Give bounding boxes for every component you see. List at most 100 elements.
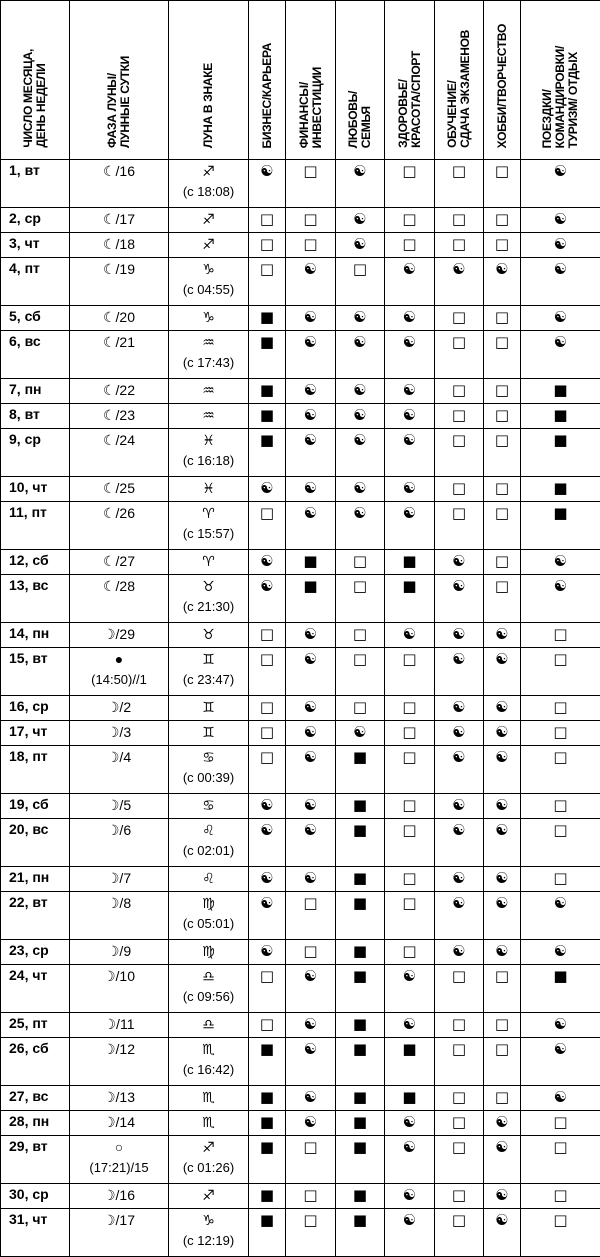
mark-business: ■ [249, 1209, 286, 1257]
mark-hobby: □ [484, 1013, 521, 1038]
zodiac-sign-icon: ♍︎ [169, 892, 248, 914]
mark-travel: ☯ [521, 233, 600, 258]
header-label: ФАЗА ЛУНЫ/ ЛУННЫЕ СУТКИ [106, 56, 132, 148]
mark-business: ■ [249, 306, 286, 331]
sign-entry-time: (с 00:39) [169, 768, 248, 788]
empty-square-icon: □ [553, 869, 567, 887]
mark-education: □ [435, 1184, 484, 1209]
empty-square-icon: □ [495, 406, 509, 424]
mark-hobby: ☯ [484, 867, 521, 892]
sign-entry-time: (с 05:01) [169, 914, 248, 934]
yin-yang-icon: ☯ [452, 869, 465, 887]
yin-yang-icon: ☯ [403, 308, 416, 326]
moon-sign-cell: ♒︎ [169, 379, 249, 404]
mark-love: □ [336, 550, 385, 575]
moon-phase-icon: ☾/23 [70, 404, 168, 426]
moon-phase-icon: ☽/10 [70, 965, 168, 987]
mark-hobby: ☯ [484, 940, 521, 965]
mark-health: ☯ [385, 379, 435, 404]
moon-sign-cell: ♉︎ [169, 623, 249, 648]
table-row: 20, вс☽/6♌︎(с 02:01)☯☯■□☯☯□ [1, 819, 600, 867]
empty-square-icon: □ [452, 1113, 466, 1131]
header-day: ЧИСЛО МЕСЯЦА, ДЕНЬ НЕДЕЛИ [1, 1, 70, 160]
zodiac-sign-icon: ♌︎ [169, 867, 248, 889]
day-cell: 17, чт [1, 721, 70, 746]
mark-health: ■ [385, 1038, 435, 1086]
mark-education: □ [435, 379, 484, 404]
filled-square-icon: ■ [260, 1138, 274, 1156]
mark-health: □ [385, 892, 435, 940]
empty-square-icon: □ [303, 894, 317, 912]
mark-education: ☯ [435, 746, 484, 794]
mark-hobby: □ [484, 502, 521, 550]
mark-love: □ [336, 648, 385, 696]
mark-health: ☯ [385, 306, 435, 331]
mark-finance: ☯ [286, 379, 336, 404]
empty-square-icon: □ [553, 796, 567, 814]
yin-yang-icon: ☯ [260, 796, 273, 814]
moon-sign-cell: ♐︎ [169, 233, 249, 258]
moon-phase-cell: ☾/22 [70, 379, 169, 404]
mark-education: ☯ [435, 867, 484, 892]
moon-sign-cell: ♌︎ [169, 867, 249, 892]
mark-hobby: □ [484, 575, 521, 623]
yin-yang-icon: ☯ [304, 698, 317, 716]
day-cell: 10, чт [1, 477, 70, 502]
empty-square-icon: □ [495, 1015, 509, 1033]
moon-phase-cell: ☽/17 [70, 1209, 169, 1257]
empty-square-icon: □ [452, 333, 466, 351]
yin-yang-icon: ☯ [495, 821, 508, 839]
empty-square-icon: □ [553, 748, 567, 766]
moon-phase-cell: ☾/26 [70, 502, 169, 550]
moon-sign-cell: ♐︎(с 18:08) [169, 160, 249, 208]
empty-square-icon: □ [553, 1113, 567, 1131]
header-label: ФИНАНСЫ/ ИНВЕСТИЦИИ [298, 67, 324, 148]
empty-square-icon: □ [452, 308, 466, 326]
mark-education: □ [435, 208, 484, 233]
mark-travel: ☯ [521, 892, 600, 940]
yin-yang-icon: ☯ [403, 1015, 416, 1033]
empty-square-icon: □ [402, 723, 416, 741]
mark-love: □ [336, 258, 385, 306]
moon-phase-icon: ☽/9 [70, 940, 168, 962]
empty-square-icon: □ [402, 796, 416, 814]
mark-hobby: □ [484, 965, 521, 1013]
mark-hobby: ☯ [484, 1209, 521, 1257]
mark-finance: ☯ [286, 404, 336, 429]
zodiac-sign-icon: ♊︎ [169, 721, 248, 743]
mark-health: □ [385, 867, 435, 892]
empty-square-icon: □ [495, 577, 509, 595]
moon-phase-icon: ☽/5 [70, 794, 168, 816]
mark-finance: □ [286, 208, 336, 233]
yin-yang-icon: ☯ [452, 723, 465, 741]
mark-love: ■ [336, 965, 385, 1013]
zodiac-sign-icon: ♐︎ [169, 208, 248, 230]
empty-square-icon: □ [495, 1040, 509, 1058]
moon-phase-cell: ☾/27 [70, 550, 169, 575]
empty-square-icon: □ [260, 650, 274, 668]
yin-yang-icon: ☯ [304, 1088, 317, 1106]
mark-health: □ [385, 648, 435, 696]
empty-square-icon: □ [353, 577, 367, 595]
yin-yang-icon: ☯ [353, 333, 366, 351]
mark-hobby: ☯ [484, 819, 521, 867]
filled-square-icon: ■ [353, 942, 367, 960]
sign-entry-time: (с 16:18) [169, 451, 248, 471]
mark-travel: □ [521, 648, 600, 696]
moon-phase-icon: ☾/22 [70, 379, 168, 401]
mark-finance: ■ [286, 550, 336, 575]
empty-square-icon: □ [353, 260, 367, 278]
table-row: 7, пн☾/22♒︎■☯☯☯□□■ [1, 379, 600, 404]
mark-business: ■ [249, 429, 286, 477]
filled-square-icon: ■ [353, 796, 367, 814]
empty-square-icon: □ [553, 723, 567, 741]
zodiac-sign-icon: ♑︎ [169, 306, 248, 328]
mark-business: □ [249, 623, 286, 648]
moon-phase-icon: ☽/12 [70, 1038, 168, 1060]
mark-health: □ [385, 160, 435, 208]
mark-education: ☯ [435, 721, 484, 746]
yin-yang-icon: ☯ [495, 698, 508, 716]
moon-sign-cell: ♒︎(с 17:43) [169, 331, 249, 379]
mark-travel: ☯ [521, 575, 600, 623]
moon-sign-cell: ♐︎ [169, 1184, 249, 1209]
